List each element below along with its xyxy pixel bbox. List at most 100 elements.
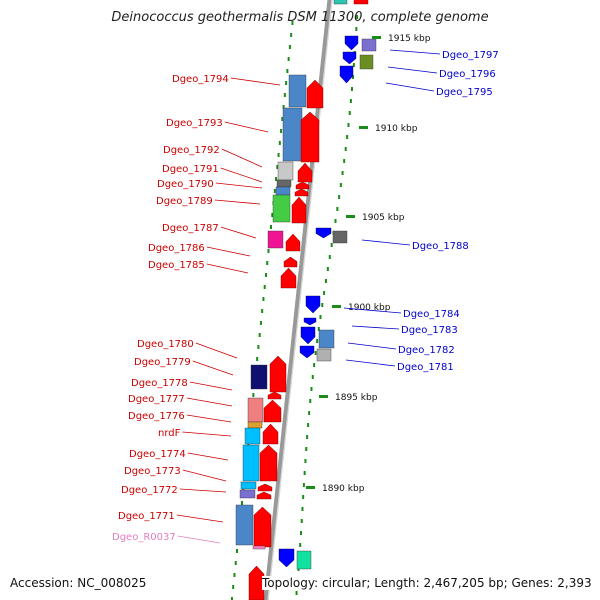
gene-arrow-dgeo-1772[interactable] bbox=[256, 491, 272, 500]
gene-arrow-dgeo-1783[interactable] bbox=[300, 326, 316, 345]
scale-dot bbox=[299, 531, 302, 535]
gene-features bbox=[235, 0, 377, 600]
scale-dot bbox=[310, 387, 313, 391]
scale-dot bbox=[275, 177, 278, 181]
gene-box-dgeo-1773[interactable] bbox=[240, 481, 257, 490]
gene-label-dgeo-1792[interactable]: Dgeo_1792 bbox=[163, 145, 220, 156]
gene-arrow-dgeo-1779[interactable] bbox=[267, 391, 282, 400]
gene-arrow-dgeo-1795[interactable] bbox=[339, 65, 354, 84]
scale-dot bbox=[283, 93, 286, 97]
gene-label-dgeo-1791[interactable]: Dgeo_1791 bbox=[162, 164, 219, 175]
gene-arrow-dgeo-1782[interactable] bbox=[299, 345, 315, 359]
gene-arrow-dgeo-1785[interactable] bbox=[280, 267, 297, 289]
gene-label-dgeo-1796[interactable]: Dgeo_1796 bbox=[439, 69, 496, 80]
gene-arrow-dgeo-1794[interactable] bbox=[306, 79, 324, 109]
gene-box-dgeo-1793[interactable] bbox=[282, 107, 303, 162]
gene-label-dgeo-1787[interactable]: Dgeo_1787 bbox=[162, 223, 219, 234]
gene-label-dgeo-1793[interactable]: Dgeo_1793 bbox=[166, 118, 223, 129]
gene-label-dgeo-1778[interactable]: Dgeo_1778 bbox=[131, 378, 188, 389]
gene-arrow-dgeo-1797[interactable] bbox=[344, 35, 359, 51]
tick-label: 1915 kbp bbox=[388, 34, 431, 44]
gene-label-dgeo-1777[interactable]: Dgeo_1777 bbox=[128, 394, 185, 405]
gene-box-dgeo-1790[interactable] bbox=[275, 186, 291, 196]
gene-label-dgeo-1786[interactable]: Dgeo_1786 bbox=[148, 243, 205, 254]
gene-arrow-dgeo-1791[interactable] bbox=[295, 181, 310, 190]
gene-label-dgeo-1781[interactable]: Dgeo_1781 bbox=[397, 362, 454, 373]
gene-label-dgeo-1790[interactable]: Dgeo_1790 bbox=[157, 179, 214, 190]
gene-arrow-dgeo-1774[interactable] bbox=[259, 444, 278, 482]
gene-arrow-dgeo-1796[interactable] bbox=[342, 51, 357, 65]
gene-box-dgeo-1782[interactable] bbox=[318, 329, 335, 349]
gene-label-dgeo-1772[interactable]: Dgeo_1772 bbox=[121, 485, 178, 496]
leader-line bbox=[220, 226, 257, 239]
gene-label-dgeo-1795[interactable]: Dgeo_1795 bbox=[436, 87, 493, 98]
gene-arrow-dgeo-1771[interactable] bbox=[253, 506, 272, 548]
gene-box-dgeo-1796[interactable] bbox=[359, 54, 374, 70]
gene-box-nrdf[interactable] bbox=[244, 427, 261, 445]
gene-label-dgeo-1797[interactable]: Dgeo_1797 bbox=[442, 50, 499, 61]
gene-label-dgeo-1779[interactable]: Dgeo_1779 bbox=[134, 357, 191, 368]
gene-box-dgeo-1791[interactable] bbox=[276, 179, 292, 188]
scale-dot bbox=[271, 213, 274, 217]
gene-arrow-dgeo-1792[interactable] bbox=[297, 162, 313, 183]
gene-arrow-dgeo-1790[interactable] bbox=[294, 188, 309, 197]
gene-box-dgeo-1789[interactable] bbox=[272, 194, 291, 223]
scale-dot bbox=[235, 549, 238, 553]
gene-label-dgeo-1771[interactable]: Dgeo_1771 bbox=[118, 511, 175, 522]
gene-box-dgeo-r0037[interactable] bbox=[252, 545, 266, 550]
scale-dot bbox=[266, 261, 269, 265]
gene-label-dgeo-1773[interactable]: Dgeo_1773 bbox=[124, 466, 181, 477]
gene-arrow-dgeo-1777[interactable] bbox=[263, 399, 282, 423]
gene-box-dgeo-1788[interactable] bbox=[332, 230, 348, 244]
gene-label-dgeo-1780[interactable]: Dgeo_1780 bbox=[137, 339, 194, 350]
gene-label-dgeo-1782[interactable]: Dgeo_1782 bbox=[398, 345, 455, 356]
scale-dot bbox=[258, 333, 261, 337]
tick-mark bbox=[319, 395, 328, 398]
gene-arrow-dgeo-1787[interactable] bbox=[285, 233, 301, 252]
gene-label-dgeo-1794[interactable]: Dgeo_1794 bbox=[172, 74, 229, 85]
scale-dot bbox=[309, 399, 312, 403]
scale-dot bbox=[302, 495, 305, 499]
gene-box-dgeo-1781[interactable] bbox=[316, 348, 332, 362]
gene-arrow-dgeo-1780[interactable] bbox=[269, 355, 287, 393]
leader-line bbox=[351, 325, 400, 330]
scale-dot bbox=[282, 105, 285, 109]
gene-label-dgeo-1774[interactable]: Dgeo_1774 bbox=[129, 449, 186, 460]
leader-line bbox=[214, 199, 261, 205]
gene-arrow-dgeo-1786[interactable] bbox=[283, 256, 298, 268]
gene-feature-top-teal[interactable] bbox=[333, 0, 348, 5]
gene-label-dgeo-1789[interactable]: Dgeo_1789 bbox=[156, 196, 213, 207]
scale-dot bbox=[348, 111, 351, 115]
gene-arrow-top-red[interactable] bbox=[353, 0, 369, 5]
gene-box-dgeo-1777[interactable] bbox=[247, 397, 264, 423]
gene-box-dgeo-1792[interactable] bbox=[277, 161, 294, 181]
gene-box-dgeo-1774[interactable] bbox=[242, 444, 260, 482]
scale-dot bbox=[328, 255, 331, 259]
gene-label-dgeo-1776[interactable]: Dgeo_1776 bbox=[128, 411, 185, 422]
gene-box-dgeo-1797b[interactable] bbox=[361, 38, 377, 52]
gene-arrow-dgeo-1773[interactable] bbox=[257, 483, 273, 492]
gene-label-dgeo-r0037[interactable]: Dgeo_R0037 bbox=[112, 532, 176, 543]
gene-box-dgeo-1794[interactable] bbox=[288, 74, 307, 108]
gene-arrow-bottom-blue[interactable] bbox=[278, 548, 295, 568]
gene-label-dgeo-1784[interactable]: Dgeo_1784 bbox=[403, 309, 460, 320]
gene-arrow-dgeo-1789[interactable] bbox=[291, 196, 307, 224]
gene-box-bottom-teal[interactable] bbox=[296, 550, 312, 570]
gene-label-dgeo-1788[interactable]: Dgeo_1788 bbox=[412, 241, 469, 252]
gene-box-dgeo-1772[interactable] bbox=[239, 489, 256, 499]
gene-box-dgeo-1787[interactable] bbox=[267, 230, 284, 249]
gene-box-dgeo-1771[interactable] bbox=[235, 504, 254, 546]
gene-arrow-dgeo-1793[interactable] bbox=[300, 111, 320, 163]
gene-arrow-dgeo-1776[interactable] bbox=[262, 423, 279, 445]
gene-box-dgeo-1780[interactable] bbox=[250, 364, 268, 390]
gene-arrow-dgeo-1784[interactable] bbox=[305, 295, 321, 314]
scale-dot bbox=[307, 423, 310, 427]
scale-dot bbox=[336, 207, 339, 211]
gene-arrow-dgeo-1784b[interactable] bbox=[303, 317, 317, 326]
gene-label-dgeo-1785[interactable]: Dgeo_1785 bbox=[148, 260, 205, 271]
gene-label-nrdf[interactable]: nrdF bbox=[158, 428, 181, 439]
gene-arrow-dgeo-1788[interactable] bbox=[315, 227, 332, 239]
scale-dot bbox=[338, 195, 341, 199]
gene-label-dgeo-1783[interactable]: Dgeo_1783 bbox=[401, 325, 458, 336]
gene-box-dgeo-1776[interactable] bbox=[247, 421, 263, 429]
